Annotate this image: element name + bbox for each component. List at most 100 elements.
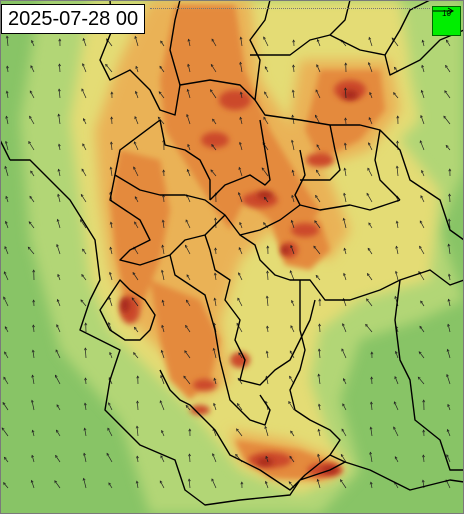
wind-arrow-icon (448, 299, 451, 307)
wind-arrow-head (31, 454, 35, 458)
wind-arrow-head (342, 403, 345, 407)
wind-arrow-head (4, 246, 8, 250)
wind-arrow-head (344, 87, 347, 91)
wind-arrow-head (159, 400, 163, 404)
wind-arrow-icon (264, 197, 269, 203)
wind-arrow-icon (240, 37, 243, 47)
wind-arrow-head (6, 65, 9, 69)
wind-arrow-icon (108, 297, 113, 307)
wind-arrow-head (159, 65, 163, 69)
wind-arrow-icon (317, 454, 321, 463)
wind-arrow-icon (237, 297, 243, 307)
wind-arrow-head (394, 376, 398, 380)
wind-arrow-head (396, 115, 400, 119)
wind-arrow-icon (239, 62, 243, 73)
wind-arrow-head (394, 270, 398, 274)
wind-arrow-icon (31, 40, 35, 47)
wind-arrow-head (58, 63, 62, 67)
wind-arrow-icon (186, 274, 191, 281)
wind-arrow-icon (59, 63, 61, 73)
wind-arrow-icon (81, 274, 87, 281)
wind-arrow-head (238, 272, 241, 276)
wind-arrow-icon (189, 453, 191, 463)
border-mid-3 (374, 129, 401, 201)
wind-arrow-icon (368, 222, 373, 229)
wind-arrow-head (316, 38, 320, 43)
wind-arrow-head (394, 350, 398, 354)
wind-arrow-icon (111, 116, 113, 125)
wind-arrow-head (291, 89, 295, 93)
wind-arrow-head (28, 221, 32, 225)
wind-arrow-head (448, 193, 452, 197)
wind-arrow-icon (135, 91, 139, 99)
wind-arrow-icon (289, 456, 295, 463)
wind-arrow-head (210, 169, 214, 173)
wind-arrow-icon (57, 194, 61, 203)
wind-arrow-icon (395, 271, 399, 281)
wind-arrow-icon (343, 273, 347, 281)
wind-arrow-head (30, 399, 34, 403)
wind-arrow-icon (159, 480, 165, 489)
wind-arrow-head (266, 245, 270, 249)
wind-arrow-head (135, 480, 139, 484)
wind-arrow-head (5, 115, 9, 119)
wind-arrow-icon (210, 169, 217, 177)
wind-arrow-head (107, 322, 111, 326)
wind-arrow-icon (342, 403, 347, 411)
wind-arrow-icon (343, 378, 347, 385)
wind-arrow-icon (395, 351, 399, 359)
wind-arrow-head (157, 116, 161, 120)
wind-arrow-head (420, 114, 424, 119)
wind-arrow-icon (108, 402, 113, 411)
wind-arrow-head (368, 36, 372, 40)
wind-arrow-icon (266, 326, 269, 333)
wind-arrow-head (30, 170, 34, 174)
wind-arrow-icon (238, 272, 243, 281)
wind-arrow-head (317, 403, 321, 407)
border-south-3 (289, 280, 341, 456)
wind-arrow-icon (343, 218, 347, 229)
wind-arrow-icon (32, 430, 35, 437)
wind-arrow-head (160, 349, 164, 353)
wind-arrow-head (264, 425, 268, 429)
wind-arrow-icon (5, 141, 9, 151)
wind-arrow-head (28, 140, 32, 145)
wind-arrow-head (318, 323, 322, 327)
wind-arrow-head (393, 66, 397, 70)
wind-arrow-head (420, 300, 424, 304)
wind-arrow-head (32, 299, 36, 303)
wind-arrow-icon (446, 374, 451, 385)
wind-arrow-icon (291, 220, 295, 229)
wind-arrow-icon (290, 325, 295, 333)
wind-arrow-head (394, 295, 398, 299)
wind-arrow-icon (161, 430, 165, 437)
wind-arrow-icon (239, 117, 243, 125)
wind-arrow-icon (447, 324, 451, 333)
wind-arrow-head (342, 217, 346, 221)
wind-arrow-head (446, 348, 450, 352)
wind-arrow-icon (84, 347, 87, 359)
wind-arrow-icon (57, 299, 61, 307)
wind-arrow-icon (370, 482, 373, 489)
wind-arrow-icon (422, 40, 425, 47)
wind-arrow-icon (421, 65, 425, 73)
wind-arrow-head (214, 247, 218, 251)
wind-arrow-head (82, 37, 86, 42)
wind-arrow-icon (315, 195, 321, 203)
wind-arrow-icon (290, 245, 295, 255)
wind-arrow-head (238, 352, 242, 356)
wind-arrow-icon (370, 427, 373, 437)
wind-arrow-icon (447, 349, 451, 359)
wind-arrow-head (370, 351, 374, 355)
wind-arrow-icon (83, 453, 87, 463)
wind-arrow-icon (237, 403, 243, 411)
wind-arrow-icon (266, 296, 269, 307)
wind-arrow-icon (236, 323, 243, 333)
wind-arrow-head (109, 351, 112, 355)
wind-arrow-head (446, 454, 449, 458)
wind-arrow-icon (84, 428, 87, 437)
wind-arrow-head (447, 298, 451, 302)
wind-arrow-head (161, 299, 165, 303)
wind-arrow-icon (109, 247, 113, 255)
wind-arrow-head (393, 426, 396, 430)
